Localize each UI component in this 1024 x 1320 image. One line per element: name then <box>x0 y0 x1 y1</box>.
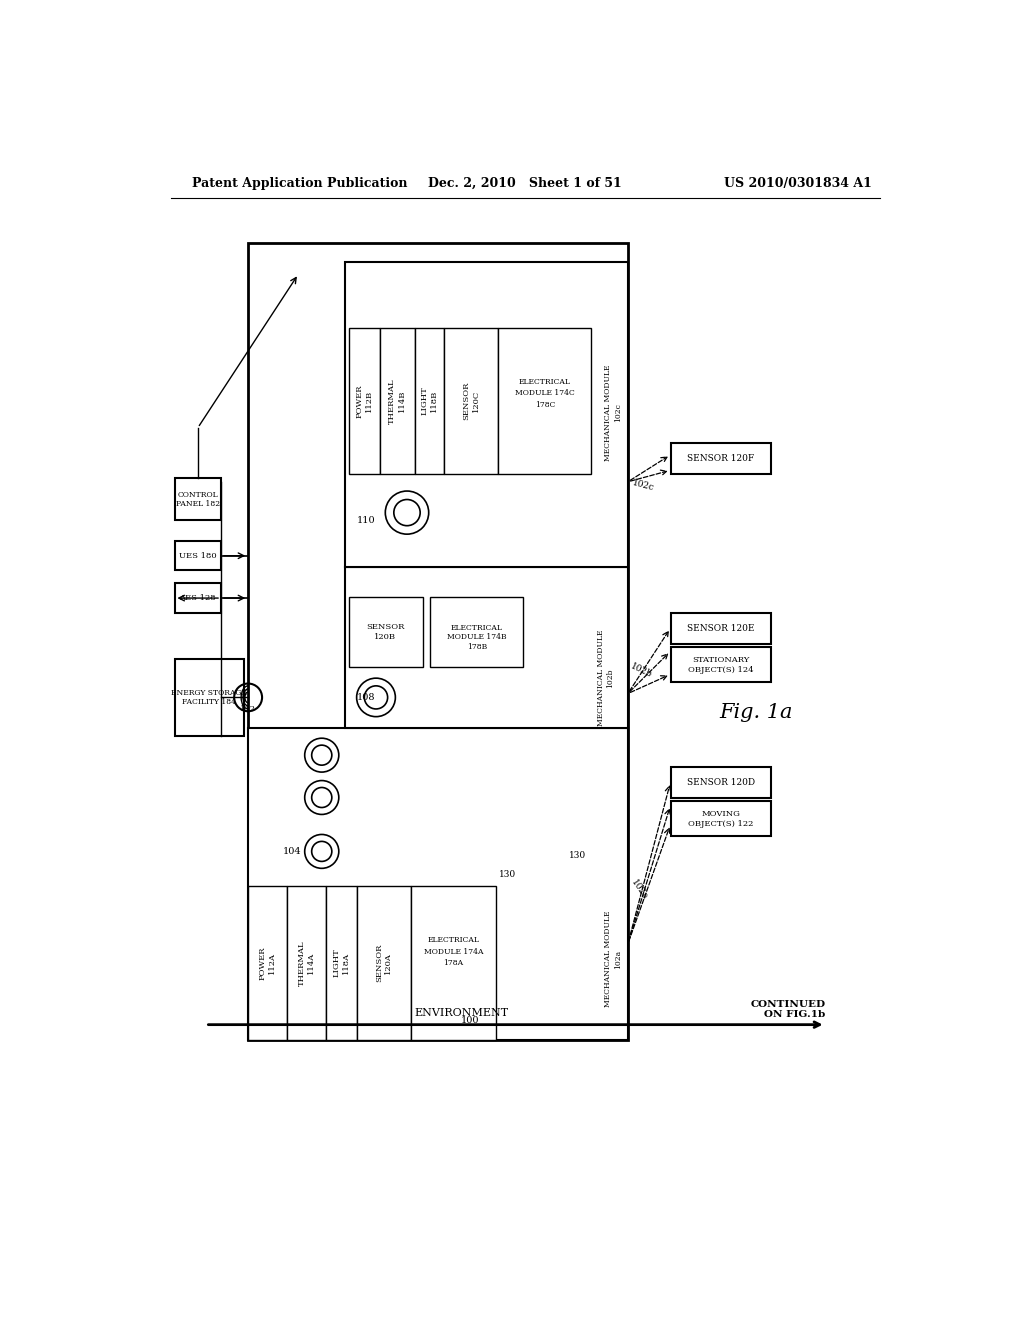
Bar <box>411 886 496 1040</box>
Text: MODULE 174B: MODULE 174B <box>446 634 507 642</box>
Text: 110: 110 <box>356 516 375 525</box>
Text: 178C: 178C <box>535 401 555 409</box>
Bar <box>326 886 356 1040</box>
Text: AES 128: AES 128 <box>179 594 216 602</box>
Text: US 2010/0301834 A1: US 2010/0301834 A1 <box>724 177 872 190</box>
Text: MECHANICAL MODULE: MECHANICAL MODULE <box>597 630 605 726</box>
Text: 100: 100 <box>461 1016 480 1026</box>
Bar <box>671 647 771 682</box>
Text: MECHANICAL MODULE: MECHANICAL MODULE <box>604 364 612 461</box>
Text: SENSOR
120B: SENSOR 120B <box>367 623 404 640</box>
Text: 102c: 102c <box>613 403 622 422</box>
Bar <box>248 729 628 1040</box>
Text: UES 180: UES 180 <box>179 552 216 560</box>
Text: 104: 104 <box>283 847 302 855</box>
Text: THERMAL
114B: THERMAL 114B <box>388 378 406 424</box>
Bar <box>430 598 523 667</box>
Text: CONTROL
PANEL 182: CONTROL PANEL 182 <box>176 491 220 508</box>
Text: Patent Application Publication: Patent Application Publication <box>191 177 408 190</box>
Text: 130: 130 <box>569 851 586 859</box>
Text: 102b: 102b <box>606 668 614 688</box>
Bar <box>248 886 287 1040</box>
Text: 130: 130 <box>499 870 516 879</box>
Bar <box>174 659 245 737</box>
Bar <box>380 327 415 474</box>
Bar <box>248 243 628 1040</box>
Bar <box>349 327 380 474</box>
Bar <box>287 886 326 1040</box>
Text: LIGHT
118B: LIGHT 118B <box>421 387 438 416</box>
Text: ENVIRONMENT: ENVIRONMENT <box>414 1008 508 1018</box>
Text: POWER
112B: POWER 112B <box>355 384 373 417</box>
Bar <box>671 612 771 644</box>
Bar <box>349 598 423 667</box>
Text: 178B: 178B <box>467 643 486 651</box>
Text: 102a: 102a <box>613 949 622 969</box>
Bar <box>671 767 771 797</box>
Text: Fig. 1a: Fig. 1a <box>719 704 793 722</box>
Text: 102c: 102c <box>632 478 655 492</box>
Bar <box>671 444 771 474</box>
Bar <box>415 327 444 474</box>
Text: MOVING
OBJECT(S) 122: MOVING OBJECT(S) 122 <box>688 810 754 828</box>
Text: LIGHT
118A: LIGHT 118A <box>333 949 350 977</box>
Bar <box>174 478 221 520</box>
Text: ELECTRICAL: ELECTRICAL <box>428 936 479 944</box>
Text: SENSOR
120C: SENSOR 120C <box>463 381 480 420</box>
Bar <box>499 327 592 474</box>
Text: SENSOR 120E: SENSOR 120E <box>687 623 755 632</box>
Text: SENSOR 120D: SENSOR 120D <box>687 777 755 787</box>
Text: THERMAL
114A: THERMAL 114A <box>298 940 314 986</box>
Text: MECHANICAL MODULE: MECHANICAL MODULE <box>604 911 612 1007</box>
Text: 178A: 178A <box>443 960 464 968</box>
Text: 108: 108 <box>356 693 375 702</box>
Text: Dec. 2, 2010   Sheet 1 of 51: Dec. 2, 2010 Sheet 1 of 51 <box>428 177 622 190</box>
Bar <box>444 327 499 474</box>
Bar <box>671 801 771 836</box>
Bar <box>174 541 221 570</box>
Bar <box>345 566 628 729</box>
Bar <box>356 886 411 1040</box>
Text: 132: 132 <box>240 705 256 713</box>
Text: ELECTRICAL: ELECTRICAL <box>519 378 571 385</box>
Text: MODULE 174C: MODULE 174C <box>515 389 574 397</box>
Text: ENERGY STORAGE
FACILITY 184: ENERGY STORAGE FACILITY 184 <box>171 689 248 706</box>
Text: SENSOR
120A: SENSOR 120A <box>375 944 392 982</box>
Text: SENSOR 120F: SENSOR 120F <box>687 454 755 463</box>
Bar <box>174 583 221 612</box>
Text: MODULE 174A: MODULE 174A <box>424 948 483 956</box>
Text: ELECTRICAL: ELECTRICAL <box>451 624 503 632</box>
Bar <box>345 263 628 566</box>
Text: CONTINUED
ON FIG.1b: CONTINUED ON FIG.1b <box>751 999 825 1019</box>
Text: STATIONARY
OBJECT(S) 124: STATIONARY OBJECT(S) 124 <box>688 656 754 673</box>
Text: 102a: 102a <box>630 878 649 902</box>
Text: POWER
112A: POWER 112A <box>259 946 276 979</box>
Text: 102b: 102b <box>629 661 653 680</box>
